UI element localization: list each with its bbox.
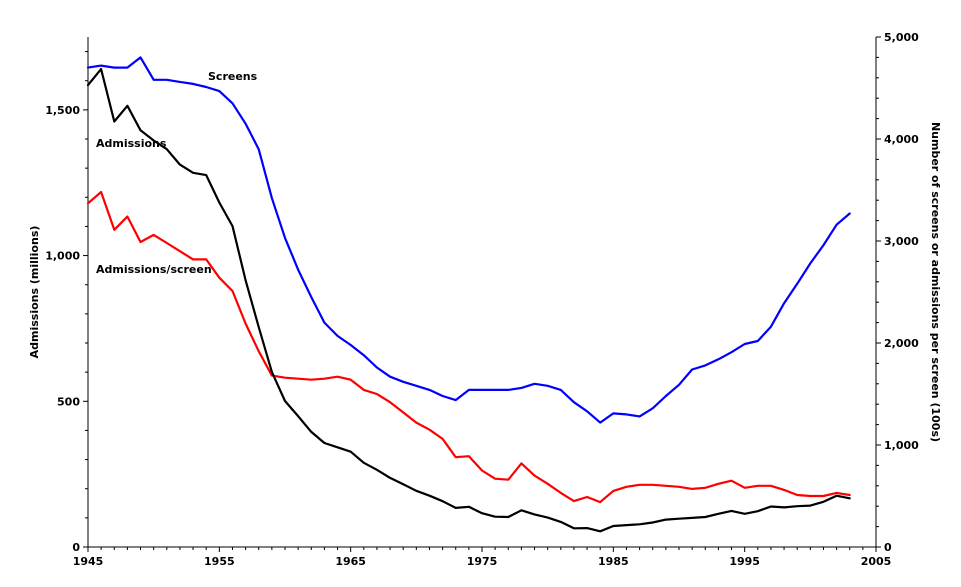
y-tick-label: 0	[72, 541, 80, 554]
series-label-admissions: Admissions	[96, 137, 167, 150]
series-line-admissions-screen	[86, 190, 851, 504]
x-tick-label: 1975	[467, 555, 498, 568]
x-tick-label: 1995	[729, 555, 760, 568]
series-line-admissions	[86, 68, 851, 533]
y2-tick-label: 3,000	[884, 235, 919, 248]
y2-tick-label: 0	[884, 541, 892, 554]
y-tick-label: 500	[57, 395, 80, 408]
y2-tick-label: 1,000	[884, 439, 919, 452]
x-tick-label: 1965	[335, 555, 366, 568]
series-lines	[86, 56, 851, 533]
x-tick-label: 1955	[204, 555, 235, 568]
y2-axis-title: Number of screens or admissions per scre…	[929, 122, 942, 442]
y-tick-label: 1,500	[45, 104, 80, 117]
y2-tick-label: 2,000	[884, 337, 919, 350]
series-labels: Screens Admissions Admissions/screen	[96, 70, 258, 276]
series-label-admissions-screen: Admissions/screen	[96, 263, 212, 276]
y-axis-title: Admissions (millions)	[28, 226, 41, 359]
y-tick-label: 1,000	[45, 250, 80, 263]
ticks: 1945 1955 1965 1975 1985 1995 200505001,0001,5…	[45, 31, 919, 568]
y2-tick-label: 4,000	[884, 133, 919, 146]
series-label-screens: Screens	[208, 70, 258, 83]
x-tick-label: 1945	[73, 555, 104, 568]
series-line-screens	[86, 56, 851, 424]
y2-tick-label: 5,000	[884, 31, 919, 44]
x-tick-label: 2005	[861, 555, 892, 568]
x-tick-label: 1985	[598, 555, 629, 568]
